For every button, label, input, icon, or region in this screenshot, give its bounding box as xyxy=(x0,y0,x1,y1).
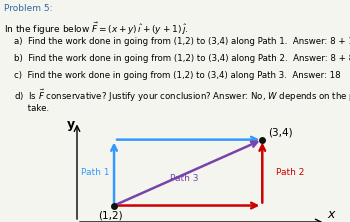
Text: (3,4): (3,4) xyxy=(268,128,293,138)
Text: a)  Find the work done in going from (1,2) to (3,4) along Path 1.  Answer: 8 + 1: a) Find the work done in going from (1,2… xyxy=(14,37,350,46)
Text: b)  Find the work done in going from (1,2) to (3,4) along Path 2.  Answer: 8 + 8: b) Find the work done in going from (1,2… xyxy=(14,54,350,63)
Text: Problem 5:: Problem 5: xyxy=(4,4,52,13)
Text: Path 3: Path 3 xyxy=(170,174,199,183)
Text: In the figure below $\vec{F} = (x + y)\,\hat{\imath} + (y + 1)\,\hat{\jmath}$.: In the figure below $\vec{F} = (x + y)\,… xyxy=(4,21,188,37)
Text: take.: take. xyxy=(14,104,49,113)
Text: (1,2): (1,2) xyxy=(98,210,122,220)
Text: y: y xyxy=(67,118,75,131)
Text: Path 1: Path 1 xyxy=(81,168,110,177)
Text: x: x xyxy=(328,208,335,221)
Text: c)  Find the work done in going from (1,2) to (3,4) along Path 3.  Answer: 18: c) Find the work done in going from (1,2… xyxy=(14,71,341,80)
Text: Path 2: Path 2 xyxy=(276,168,304,177)
Text: d)  Is $\vec{F}$ conservative? Justify your conclusion? Answer: No, $W$ depends : d) Is $\vec{F}$ conservative? Justify yo… xyxy=(14,87,350,104)
